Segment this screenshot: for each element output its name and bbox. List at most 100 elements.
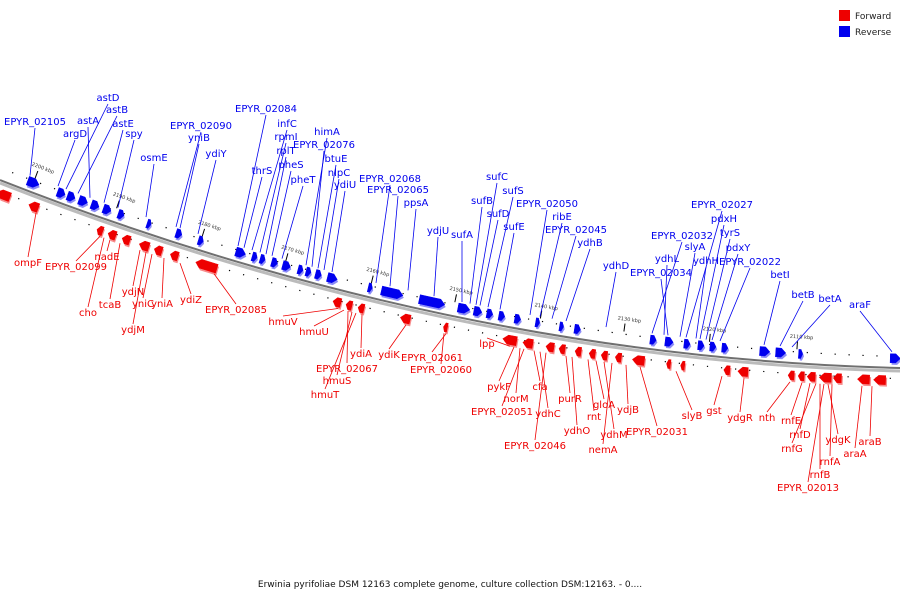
gene-label-norm: norM <box>503 348 529 405</box>
forward-gene-arrow <box>502 334 519 348</box>
svg-text:araF: araF <box>849 300 871 311</box>
minor-tick <box>411 296 418 319</box>
svg-text:pheS: pheS <box>278 160 303 171</box>
svg-text:sufD: sufD <box>487 209 510 220</box>
reverse-gene-arrow <box>77 195 89 208</box>
forward-gene-arrow <box>787 370 796 383</box>
gene-label-hmus: hmuS <box>323 311 353 387</box>
svg-text:pdxY: pdxY <box>726 243 752 254</box>
reverse-gene-arrow <box>89 199 100 213</box>
reverse-gene-arrow <box>25 176 40 190</box>
forward-gene-arrow <box>121 234 132 248</box>
gene-label-ppsa: ppsA <box>404 198 429 291</box>
reverse-gene-arrow <box>775 347 788 360</box>
gene-label-epyr-02031: EPYR_02031 <box>626 366 688 438</box>
forward-gene-arrow <box>737 366 750 379</box>
svg-text:ydiU: ydiU <box>334 180 356 191</box>
svg-text:rnfG: rnfG <box>781 444 803 455</box>
svg-text:ydhB: ydhB <box>577 238 603 249</box>
minor-tick <box>46 187 56 211</box>
gene-label-beta: betA <box>791 294 842 348</box>
gene-label-epyr-02045: EPYR_02045 <box>545 225 607 319</box>
svg-text:EPYR_02060: EPYR_02060 <box>410 365 472 376</box>
minor-tick <box>819 352 822 376</box>
reverse-gene-arrow <box>116 209 125 222</box>
reverse-gene-arrow <box>65 190 76 204</box>
svg-text:EPYR_02085: EPYR_02085 <box>205 305 267 316</box>
minor-tick <box>833 353 836 377</box>
gene-label-ydhd: ydhD <box>603 261 630 328</box>
forward-gene-arrow <box>797 371 806 383</box>
svg-text:astA: astA <box>77 116 99 127</box>
svg-text:ydjM: ydjM <box>121 325 145 336</box>
genome-arc <box>0 179 900 369</box>
gene-label-rnt: rnt <box>587 359 601 423</box>
scale-tick-label: 2190 kbp <box>112 191 136 204</box>
gene-features <box>0 176 900 387</box>
gene-label-rnfa: rnfA <box>820 384 840 468</box>
reverse-gene-arrow <box>258 253 266 267</box>
forward-gene-arrow <box>600 350 610 363</box>
forward-gene-arrow <box>522 338 535 351</box>
reverse-gene-arrow <box>664 336 675 349</box>
reverse-gene-arrow <box>234 246 247 260</box>
gene-label-nade: nadE <box>94 239 120 263</box>
gene-label-aste: astE <box>103 119 134 203</box>
svg-text:ydgK: ydgK <box>825 435 851 446</box>
forward-gene-arrow <box>558 344 567 357</box>
gene-label-epyr-02061: EPYR_02061 <box>401 333 463 364</box>
svg-text:tcaB: tcaB <box>99 300 122 311</box>
gene-label-gst: gst <box>706 376 723 417</box>
scale-tick: 2130 kbp <box>617 316 641 332</box>
minor-tick <box>678 340 683 364</box>
gene-label-rpmi: rpmI <box>259 132 298 253</box>
reverse-gene-arrow <box>281 260 292 273</box>
gene-label-osme: osmE <box>140 153 168 218</box>
minor-tick <box>397 292 404 316</box>
gene-label-cho: cho <box>79 237 105 319</box>
minor-tick <box>17 177 28 200</box>
svg-text:ydhD: ydhD <box>603 261 630 272</box>
svg-text:EPYR_02065: EPYR_02065 <box>367 185 429 196</box>
svg-text:himA: himA <box>314 127 340 138</box>
gene-label-ydjm: ydjM <box>121 251 147 336</box>
figure-caption: Erwinia pyrifoliae DSM 12163 complete ge… <box>258 580 642 590</box>
svg-text:pykF: pykF <box>487 382 511 393</box>
svg-text:betA: betA <box>818 294 841 305</box>
svg-text:EPYR_02061: EPYR_02061 <box>401 353 463 364</box>
reverse-gene-arrow <box>485 308 494 321</box>
svg-text:yniC: yniC <box>132 299 154 310</box>
gene-label-phet: pheT <box>281 175 316 259</box>
gene-label-epyr-02085: EPYR_02085 <box>205 273 267 316</box>
svg-text:ribE: ribE <box>552 212 572 223</box>
forward-gene-arrow <box>332 297 343 310</box>
svg-text:EPYR_02067: EPYR_02067 <box>316 364 378 375</box>
svg-text:EPYR_02031: EPYR_02031 <box>626 427 688 438</box>
legend-forward-label: Forward <box>855 12 891 22</box>
svg-text:EPYR_02050: EPYR_02050 <box>516 199 578 210</box>
svg-text:ydiZ: ydiZ <box>180 295 202 306</box>
svg-text:argD: argD <box>63 129 87 140</box>
minor-tick <box>734 346 739 370</box>
svg-text:gst: gst <box>706 406 722 417</box>
minor-tick <box>369 286 376 310</box>
minor-tick <box>341 279 349 303</box>
forward-gene-arrow <box>357 303 366 316</box>
reverse-gene-arrow <box>314 269 323 282</box>
svg-text:astD: astD <box>97 93 120 104</box>
gene-label-purr: purR <box>558 355 582 405</box>
gene-label-ynia: yniA <box>151 257 173 310</box>
reverse-gene-arrow <box>573 323 582 336</box>
minor-tick <box>538 320 544 344</box>
svg-text:ydhM: ydhM <box>600 430 627 441</box>
gene-label-epyr-02022: EPYR_02022 <box>719 257 781 342</box>
svg-text:ydiY: ydiY <box>205 149 227 160</box>
reverse-gene-arrow <box>270 257 279 270</box>
svg-text:spy: spy <box>125 129 143 140</box>
forward-gene-arrow <box>632 355 647 368</box>
svg-text:rnt: rnt <box>587 412 601 423</box>
gene-label-nlpc: nlpC <box>323 168 350 270</box>
forward-gene-arrow <box>107 230 118 243</box>
minor-tick <box>242 252 251 276</box>
